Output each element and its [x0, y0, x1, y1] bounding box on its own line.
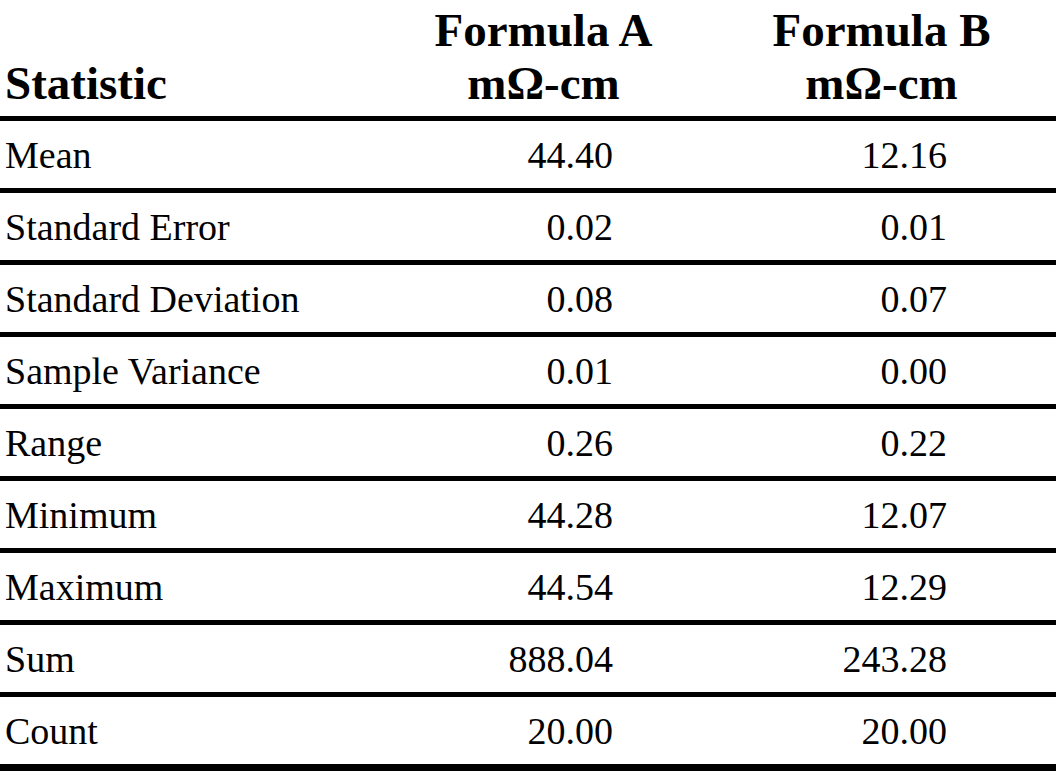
formula-b-value-cell: 0.00 [707, 335, 1056, 407]
table-row: Range0.260.22 [0, 407, 1056, 479]
header-formula-b-name: Formula B [707, 4, 1056, 57]
statistic-cell: Standard Deviation [0, 263, 380, 335]
header-statistic: Statistic [0, 0, 380, 119]
table-body: Mean44.4012.16Standard Error0.020.01Stan… [0, 119, 1056, 768]
formula-a-value-cell: 0.01 [380, 335, 707, 407]
formula-b-value-cell: 0.22 [707, 407, 1056, 479]
formula-b-value-cell: 20.00 [707, 695, 1056, 768]
statistic-cell: Range [0, 407, 380, 479]
formula-a-value-cell: 44.54 [380, 551, 707, 623]
formula-b-value-cell: 12.07 [707, 479, 1056, 551]
header-formula-a: Formula A mΩ-cm [380, 0, 707, 119]
table-row: Mean44.4012.16 [0, 119, 1056, 191]
formula-a-value-cell: 888.04 [380, 623, 707, 695]
formula-b-value-cell: 243.28 [707, 623, 1056, 695]
header-formula-a-name: Formula A [380, 4, 707, 57]
formula-a-value-cell: 44.28 [380, 479, 707, 551]
formula-a-value-cell: 0.26 [380, 407, 707, 479]
table-row: Standard Error0.020.01 [0, 191, 1056, 263]
table-header: Statistic Formula A mΩ-cm Formula B mΩ-c… [0, 0, 1056, 119]
table-row: Sample Variance0.010.00 [0, 335, 1056, 407]
statistic-cell: Count [0, 695, 380, 768]
statistic-cell: Mean [0, 119, 380, 191]
statistic-cell: Standard Error [0, 191, 380, 263]
statistic-cell: Sum [0, 623, 380, 695]
formula-b-value-cell: 0.07 [707, 263, 1056, 335]
table-row: Maximum44.5412.29 [0, 551, 1056, 623]
formula-b-value-cell: 12.29 [707, 551, 1056, 623]
statistics-table: Statistic Formula A mΩ-cm Formula B mΩ-c… [0, 0, 1056, 771]
header-row: Statistic Formula A mΩ-cm Formula B mΩ-c… [0, 0, 1056, 119]
formula-a-value-cell: 20.00 [380, 695, 707, 768]
statistic-cell: Minimum [0, 479, 380, 551]
table-row: Count20.0020.00 [0, 695, 1056, 768]
table-row: Sum888.04243.28 [0, 623, 1056, 695]
formula-b-value-cell: 12.16 [707, 119, 1056, 191]
formula-a-value-cell: 0.08 [380, 263, 707, 335]
header-formula-b: Formula B mΩ-cm [707, 0, 1056, 119]
formula-a-value-cell: 0.02 [380, 191, 707, 263]
statistic-cell: Maximum [0, 551, 380, 623]
formula-a-value-cell: 44.40 [380, 119, 707, 191]
table-row: Standard Deviation0.080.07 [0, 263, 1056, 335]
table-row: Minimum44.2812.07 [0, 479, 1056, 551]
header-formula-b-unit: mΩ-cm [707, 57, 1056, 110]
statistic-cell: Sample Variance [0, 335, 380, 407]
header-formula-a-unit: mΩ-cm [380, 57, 707, 110]
formula-b-value-cell: 0.01 [707, 191, 1056, 263]
